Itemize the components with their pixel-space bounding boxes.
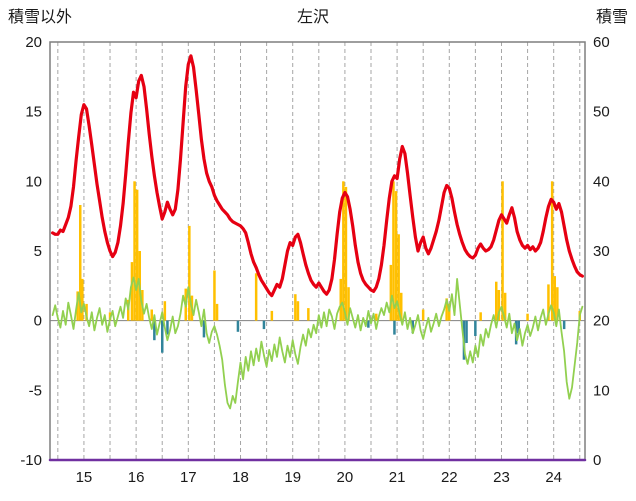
- right-tick-label: 30: [593, 243, 610, 260]
- left-axis-title: 積雪以外: [8, 8, 72, 26]
- left-tick-label: 10: [25, 173, 42, 190]
- left-tick-label: 20: [25, 34, 42, 51]
- x-tick-label: 16: [128, 469, 145, 486]
- teal-bars: [517, 320, 520, 334]
- orange-bars: [375, 313, 378, 321]
- orange-bars: [270, 310, 274, 321]
- teal-bars: [161, 320, 164, 353]
- teal-bars: [153, 320, 156, 341]
- orange-bars: [76, 291, 79, 321]
- orange-bars: [445, 298, 448, 321]
- right-axis-title: 積雪: [596, 8, 628, 26]
- orange-bars: [135, 189, 139, 321]
- teal-bars: [411, 320, 414, 334]
- orange-bars: [501, 181, 504, 321]
- orange-bars: [397, 234, 400, 321]
- orange-bars: [133, 181, 136, 321]
- x-tick-label: 18: [232, 469, 249, 486]
- x-tick-label: 17: [180, 469, 197, 486]
- orange-bars: [503, 292, 507, 321]
- orange-bars: [85, 303, 88, 321]
- x-tick-label: 20: [337, 469, 354, 486]
- x-tick-label: 24: [545, 469, 562, 486]
- orange-bars: [389, 264, 393, 321]
- teal-bars: [202, 320, 206, 338]
- left-tick-label: 15: [25, 104, 42, 121]
- orange-bars: [497, 290, 501, 321]
- right-tick-label: 10: [593, 382, 610, 399]
- orange-bars: [448, 303, 451, 321]
- left-tick-label: -5: [29, 382, 42, 399]
- plot-border: [49, 41, 586, 461]
- orange-bars: [307, 308, 310, 321]
- orange-bars: [394, 191, 398, 321]
- orange-bars: [547, 284, 550, 321]
- orange-bars: [342, 181, 345, 321]
- orange-bars: [213, 270, 216, 321]
- orange-bars: [81, 278, 84, 321]
- teal-bars: [236, 320, 240, 332]
- x-tick-label: 19: [284, 469, 301, 486]
- orange-bars: [550, 181, 554, 321]
- orange-bars: [294, 294, 297, 321]
- orange-bars: [556, 287, 559, 321]
- orange-bars: [392, 181, 395, 321]
- teal-bars: [562, 320, 566, 330]
- x-tick-label: 22: [441, 469, 458, 486]
- x-tick-label: 21: [389, 469, 406, 486]
- orange-bars: [296, 301, 300, 321]
- teal-bars: [262, 320, 266, 330]
- right-tick-label: 0: [593, 452, 601, 469]
- left-tick-label: -10: [20, 452, 42, 469]
- teal-bars: [474, 320, 477, 336]
- right-tick-label: 20: [593, 313, 610, 330]
- green-line: [51, 276, 584, 410]
- teal-bars: [393, 320, 396, 335]
- orange-bars: [188, 225, 191, 321]
- teal-bars: [465, 320, 468, 343]
- teal-bars: [367, 320, 370, 328]
- orange-bars: [421, 309, 425, 321]
- orange-bars: [79, 205, 82, 321]
- orange-bars: [479, 312, 482, 321]
- orange-bars: [339, 278, 342, 321]
- x-tick-label: 23: [493, 469, 510, 486]
- orange-bars: [347, 287, 350, 321]
- orange-bars: [400, 292, 403, 321]
- orange-bars: [526, 313, 529, 321]
- right-tick-label: 40: [593, 173, 610, 190]
- orange-bars: [344, 186, 348, 321]
- left-tick-label: 0: [34, 313, 42, 330]
- orange-bars: [495, 281, 498, 321]
- red-line: [51, 54, 584, 298]
- orange-bars: [150, 309, 153, 321]
- teal-bars: [166, 320, 169, 335]
- orange-bars: [553, 276, 556, 321]
- orange-bars: [215, 303, 219, 321]
- left-tick-label: 5: [34, 243, 42, 260]
- chart-title: 左沢: [297, 8, 329, 26]
- right-tick-label: 60: [593, 34, 610, 51]
- orange-bars: [163, 301, 167, 321]
- orange-bars: [130, 262, 134, 321]
- orange-bars: [254, 273, 258, 321]
- right-tick-label: 50: [593, 104, 610, 121]
- x-tick-label: 15: [76, 469, 93, 486]
